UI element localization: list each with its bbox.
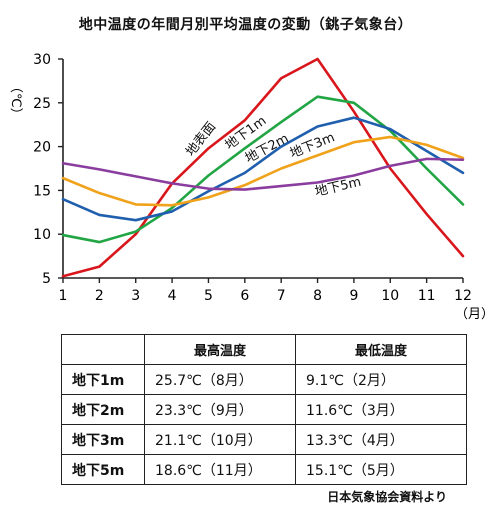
min-cell: 9.1℃（2月） [295,364,467,395]
table-row: 地下2m 23.3℃（9月） 11.6℃（3月） [61,394,467,425]
table-header-min: 最低温度 [295,334,467,365]
depth-cell: 地下5m [61,454,145,485]
max-cell: 21.1℃（10月） [144,424,296,455]
y-tick-label: 15 [33,183,51,199]
max-cell: 18.6℃（11月） [144,454,296,485]
x-tick-label: 11 [418,288,436,304]
y-tick-label: 20 [33,140,51,156]
x-tick-label: 9 [349,288,358,304]
x-tick-label: 5 [204,288,213,304]
series-lines [61,57,465,278]
table-header-row: 最高温度 最低温度 [61,334,467,365]
y-tick-label: 30 [33,52,51,68]
source-note: 日本気象協会資料より [327,490,447,504]
x-tick-label: 4 [168,288,177,304]
series-line [61,157,465,191]
temperature-summary-table: 最高温度 最低温度 地下1m 25.7℃（8月） 9.1℃（2月） 地下2m 2… [61,334,467,485]
table-row: 地下3m 21.1℃（10月） 13.3℃（4月） [61,424,467,455]
y-tick-label: 10 [33,227,51,243]
y-tick-label: 25 [33,96,51,112]
max-cell: 23.3℃（9月） [144,394,296,425]
x-tick-label: 6 [240,288,249,304]
table-row: 地下5m 18.6℃（11月） 15.1℃（5月） [61,454,467,485]
max-cell: 25.7℃（8月） [144,364,296,395]
x-tick-label: 10 [381,288,399,304]
table-header-empty [61,334,145,365]
table-header-max: 最高温度 [144,334,296,365]
series-line [61,57,465,278]
series-label: 地表面 [183,119,219,159]
x-tick-label: 3 [131,288,140,304]
x-tick-label: 12 [454,288,472,304]
x-tick-label: 1 [59,288,68,304]
x-axis-label: （月） [455,307,491,322]
depth-cell: 地下3m [61,424,145,455]
x-tick-label: 2 [95,288,104,304]
min-cell: 13.3℃（4月） [295,424,467,455]
y-axis-label: （℃） [8,80,23,121]
depth-cell: 地下1m [61,364,145,395]
table-row: 地下1m 25.7℃（8月） 9.1℃（2月） [61,364,467,395]
series-line [61,135,465,207]
depth-cell: 地下2m [61,394,145,425]
y-tick-label: 5 [42,271,51,287]
x-tick-label: 8 [313,288,322,304]
min-cell: 11.6℃（3月） [295,394,467,425]
min-cell: 15.1℃（5月） [295,454,467,485]
chart-title: 地中温度の年間月別平均温度の変動（銚子気象台） [78,17,413,33]
x-tick-label: 7 [277,288,286,304]
axes [62,59,463,279]
series-line [61,116,465,222]
